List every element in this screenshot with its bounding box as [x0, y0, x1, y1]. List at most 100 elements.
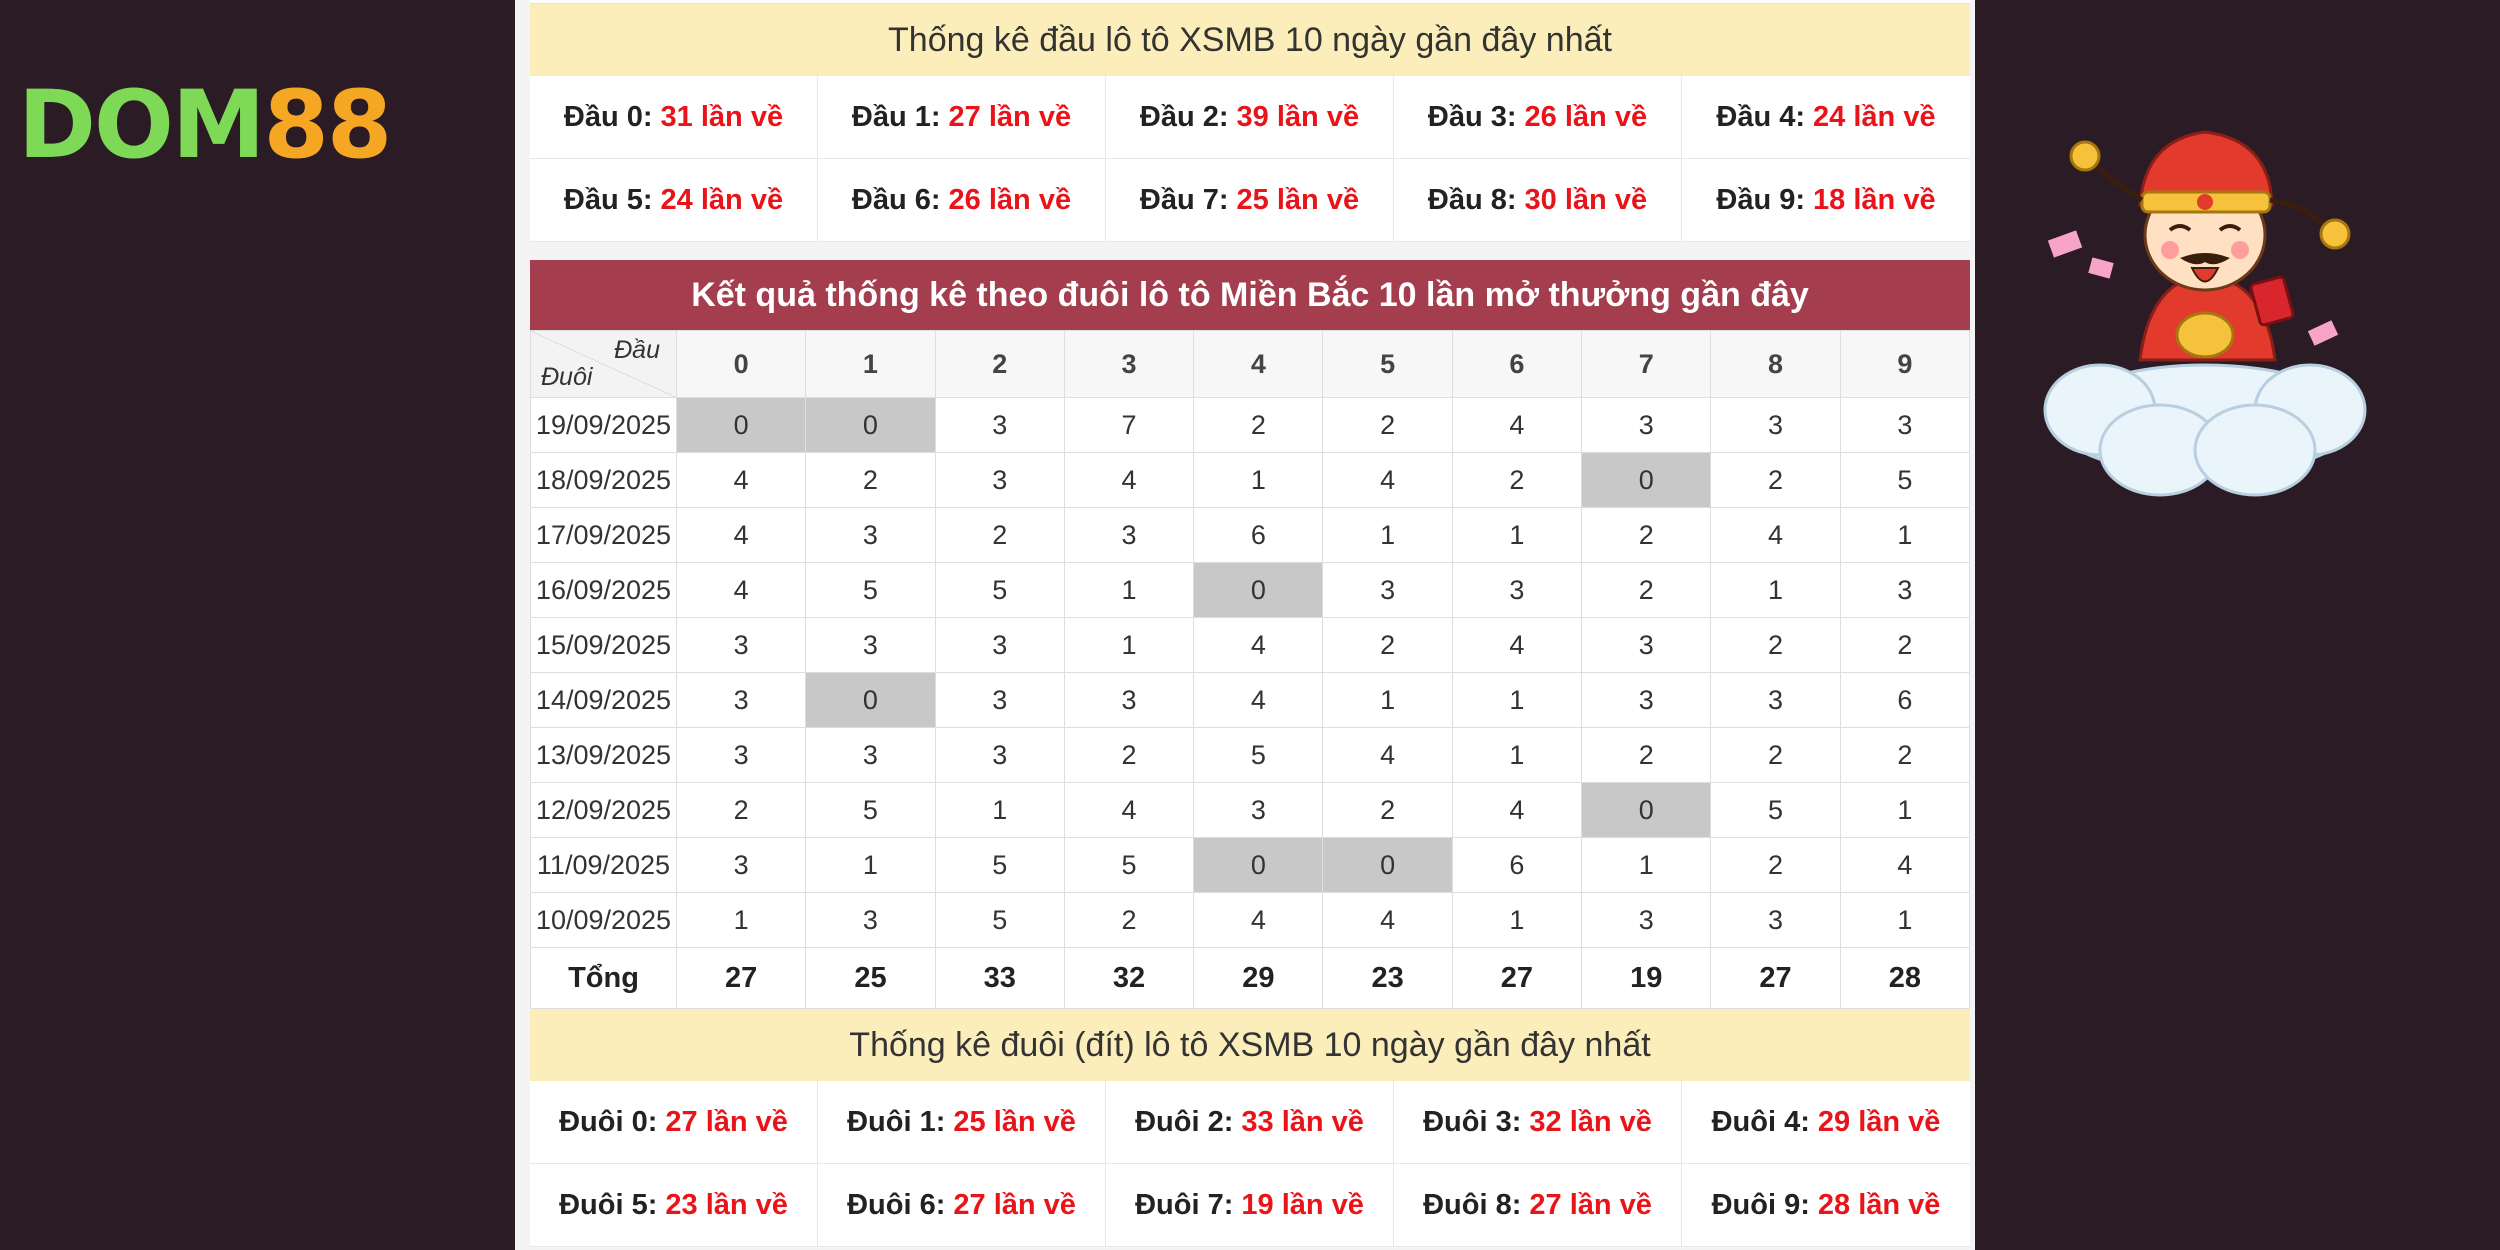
table-cell: 1 [1063, 562, 1195, 618]
table-cell: 4 [1451, 782, 1583, 838]
table-cell: 2 [805, 452, 936, 508]
tail-stat-item: Đuôi 1: 25 lần về [818, 1081, 1106, 1164]
tail-stat-item: Đuôi 2: 33 lần về [1106, 1081, 1394, 1164]
head-stat-item: Đầu 3: 26 lần về [1394, 76, 1682, 159]
table-cell: 5 [1710, 782, 1841, 838]
row-date: 19/09/2025 [530, 397, 677, 453]
table-cell: 3 [675, 672, 807, 728]
table-cell: 2 [1581, 507, 1712, 563]
table-cell: 1 [1581, 837, 1712, 893]
row-date: 10/09/2025 [530, 892, 677, 948]
head-stats-grid: Đầu 0: 31 lần về Đầu 1: 27 lần về Đầu 2: 39… [530, 76, 1970, 242]
tail-stat-label: Đuôi 4: [1711, 1105, 1810, 1138]
table-cell: 4 [675, 507, 807, 563]
table-cell: 5 [934, 562, 1065, 618]
table-cell: 3 [675, 727, 807, 783]
table-row: 14/09/2025 3 0 3 3 4 1 1 3 3 6 [530, 672, 1971, 728]
tail-stat-item: Đuôi 5: 23 lần về [530, 1164, 818, 1247]
table-cell: 1 [1451, 672, 1583, 728]
row-date: 17/09/2025 [530, 507, 677, 563]
head-stat-item: Đầu 8: 30 lần về [1394, 159, 1682, 242]
table-cell: 1 [1063, 617, 1195, 673]
table-cell: 4 [1322, 892, 1453, 948]
head-stat-item: Đầu 1: 27 lần về [818, 76, 1106, 159]
head-stat-item: Đầu 9: 18 lần về [1682, 159, 1970, 242]
tail-stats-title: Thống kê đuôi (đít) lô tô XSMB 10 ngày g… [530, 1009, 1970, 1081]
table-cell: 3 [934, 617, 1065, 673]
table-cell: 3 [1839, 562, 1971, 618]
tail-stats-grid: Đuôi 0: 27 lần về Đuôi 1: 25 lần về Đuôi 2… [530, 1081, 1970, 1247]
table-cell-zero: 0 [1193, 562, 1324, 618]
table-cell: 3 [934, 727, 1065, 783]
table-cell: 1 [934, 782, 1065, 838]
table-row: 13/09/2025 3 3 3 2 5 4 1 2 2 2 [530, 727, 1971, 783]
head-stat-value: 25 lần về [1236, 183, 1360, 216]
tail-stat-value: 23 lần về [665, 1188, 788, 1221]
table-cell: 4 [1193, 672, 1324, 728]
tail-stat-label: Đuôi 9: [1711, 1188, 1810, 1221]
total-cell: 27 [675, 947, 807, 1009]
table-cell: 2 [1322, 782, 1453, 838]
table-cell: 3 [805, 892, 936, 948]
table-cell: 4 [1710, 507, 1841, 563]
table-cell: 3 [1581, 617, 1712, 673]
section-gap [530, 242, 1970, 260]
column-header: 5 [1322, 330, 1453, 398]
tail-stat-value: 27 lần về [1529, 1188, 1652, 1221]
table-cell: 5 [1063, 837, 1195, 893]
total-cell: 25 [805, 947, 936, 1009]
table-cell: 7 [1063, 397, 1195, 453]
head-stat-value: 39 lần về [1236, 100, 1360, 133]
tail-stat-item: Đuôi 7: 19 lần về [1106, 1164, 1394, 1247]
table-cell: 4 [1193, 617, 1324, 673]
table-cell: 4 [1322, 452, 1453, 508]
tail-stat-value: 28 lần về [1817, 1188, 1941, 1221]
table-cell: 3 [675, 617, 807, 673]
total-cell: 19 [1581, 947, 1712, 1009]
table-row: 12/09/2025 2 5 1 4 3 2 4 0 5 1 [530, 782, 1971, 838]
table-cell: 3 [805, 727, 936, 783]
column-header: 0 [675, 330, 807, 398]
head-stat-label: Đầu 7: [1139, 183, 1229, 216]
content-inner: Thống kê đầu lô tô XSMB 10 ngày gần đây … [530, 0, 1971, 1247]
table-cell: 2 [1710, 452, 1841, 508]
total-row: Tổng 27 25 33 32 29 23 27 19 27 28 [530, 947, 1971, 1009]
table-cell: 3 [1710, 397, 1841, 453]
table-cell: 3 [1063, 672, 1195, 728]
table-cell: 2 [1710, 617, 1841, 673]
head-stat-label: Đầu 5: [563, 183, 653, 216]
total-cell: 33 [934, 947, 1065, 1009]
head-stat-item: Đầu 6: 26 lần về [818, 159, 1106, 242]
column-header: 9 [1839, 330, 1971, 398]
table-cell: 2 [1322, 617, 1453, 673]
head-stat-value: 26 lần về [948, 183, 1072, 216]
row-date: 15/09/2025 [530, 617, 677, 673]
main-table-title: Kết quả thống kê theo đuôi lô tô Miền Bắ… [530, 260, 1970, 330]
content-panel: Thống kê đầu lô tô XSMB 10 ngày gần đây … [515, 0, 1975, 1250]
dom88-logo[interactable]: DOM 88 [18, 79, 392, 173]
column-header: 6 [1451, 330, 1583, 398]
head-stat-label: Đầu 3: [1427, 100, 1517, 133]
table-row: 18/09/2025 4 2 3 4 1 4 2 0 2 5 [530, 452, 1971, 508]
tail-stat-label: Đuôi 8: [1423, 1188, 1522, 1221]
table-cell: 2 [1839, 727, 1971, 783]
table-cell: 1 [1710, 562, 1841, 618]
row-date: 11/09/2025 [530, 837, 677, 893]
table-cell: 4 [1063, 452, 1195, 508]
tail-stat-item: Đuôi 3: 32 lần về [1394, 1081, 1682, 1164]
table-row: 19/09/2025 0 0 3 7 2 2 4 3 3 3 [530, 397, 1971, 453]
table-cell: 2 [1710, 837, 1841, 893]
table-cell: 3 [1581, 672, 1712, 728]
head-stat-item: Đầu 0: 31 lần về [530, 76, 818, 159]
table-cell: 3 [1322, 562, 1453, 618]
tail-stat-label: Đuôi 3: [1423, 1105, 1522, 1138]
table-cell: 1 [1839, 782, 1971, 838]
table-cell: 2 [1322, 397, 1453, 453]
table-cell: 1 [1451, 507, 1583, 563]
tail-stat-value: 27 lần về [665, 1105, 788, 1138]
tail-stat-label: Đuôi 1: [847, 1105, 946, 1138]
head-stat-value: 27 lần về [948, 100, 1072, 133]
head-stats-box: Thống kê đầu lô tô XSMB 10 ngày gần đây … [530, 0, 1970, 242]
table-cell: 3 [1581, 397, 1712, 453]
